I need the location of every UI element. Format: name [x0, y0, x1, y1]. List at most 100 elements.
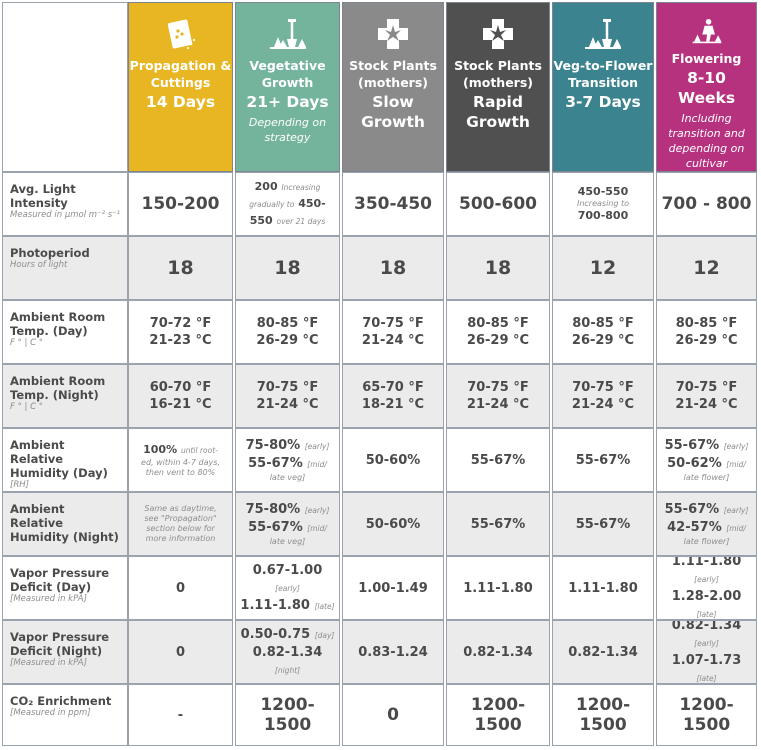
value-cell-flowering: 55-67% [early] 50-62% [mid/late flower]	[656, 428, 757, 492]
value-cell-transition: 70-75 °F 21-24 °C	[552, 364, 654, 428]
range-note-line: late flower]	[683, 473, 730, 482]
value-cell-transition: 55-67%	[552, 428, 654, 492]
column-header-mothers-slow: Stock Plants (mothers) Slow Growth	[342, 2, 444, 172]
row-title: Ambient Relative Humidity (Night)	[10, 502, 119, 544]
value-cell-flowering: 70-75 °F 21-24 °C	[656, 364, 757, 428]
column-title: Stock Plants (mothers)	[454, 58, 542, 90]
light-start: 200	[254, 179, 278, 193]
row-subtitle: F ° | C °	[10, 402, 43, 412]
temp-fahrenheit: 65-70 °F	[362, 380, 424, 395]
vpd-value: 0.82-1.34	[252, 644, 323, 660]
column-duration: Slow Growth	[361, 93, 425, 131]
vpd-value: 1.11-1.80	[240, 597, 310, 613]
value-text: 0	[387, 705, 399, 725]
vpd-value: 0.67-1.00	[252, 562, 323, 578]
humidity-value: 100%	[143, 442, 178, 456]
column-duration: 21+ Days	[246, 93, 329, 111]
value-text: 150-200	[141, 194, 220, 214]
value-cell-mothers-rapid: 1200-1500	[446, 684, 550, 746]
row-title: Ambient Room Temp. (Night)	[10, 374, 106, 402]
value-text: 1.00-1.49	[358, 580, 428, 596]
value-text: 55-67%	[470, 452, 526, 468]
value-text: 0.83-1.24	[358, 644, 428, 660]
vpd-line-1: 1.11-1.80 [early]	[661, 557, 752, 588]
value-text: 0.82-1.34	[463, 644, 533, 660]
value-cell-transition: 1200-1500	[552, 684, 654, 746]
value-cell-mothers-rapid: 500-600	[446, 172, 550, 236]
range-value: 75-80%	[245, 438, 301, 453]
vpd-line-2: 1.28-2.00 [late]	[661, 588, 752, 619]
range-line-2: 50-62% [mid/	[667, 455, 746, 473]
row-title: Vapor Pressure Deficit (Day)	[10, 566, 110, 594]
vpd-note: [early]	[694, 639, 719, 648]
value-cell-mothers-slow: 18	[342, 236, 444, 300]
value-cell-flowering: 700 - 800	[656, 172, 757, 236]
value-number: 18	[274, 257, 301, 279]
temp-fahrenheit: 70-75 °F	[362, 316, 424, 331]
temp-celsius: 26-29 °C	[466, 333, 530, 348]
value-text: 0.82-1.34	[568, 644, 638, 660]
value-text: 350-450	[353, 194, 433, 214]
value-cell-vegetative: 1200-1500	[235, 684, 340, 746]
column-header-mothers-rapid: Stock Plants (mothers) Rapid Growth	[446, 2, 550, 172]
value-text: 1200-1500	[575, 695, 631, 735]
value-text: 55-67%	[575, 516, 631, 532]
value-cell-flowering: 1200-1500	[656, 684, 757, 746]
temp-fahrenheit: 70-72 °F	[149, 316, 212, 331]
value-cell-propagation: 18	[128, 236, 233, 300]
note-line: see "Propagation"	[144, 514, 217, 523]
value-cell-transition: 0.82-1.34	[552, 620, 654, 684]
value-text: 55-67%	[575, 452, 631, 468]
shovel-plants-icon	[585, 19, 621, 49]
value-cell-mothers-slow: 0	[342, 684, 444, 746]
range-line-2: 55-67% [mid/	[248, 455, 327, 473]
value-cell-vegetative: 200 Increasing gradually to 450-550 over…	[235, 172, 340, 236]
value-cell-flowering: 0.82-1.34 [early] 1.07-1.73 [late]	[656, 620, 757, 684]
row-label: Avg. Light Intensity Measured in μmol m⁻²…	[2, 172, 128, 236]
range-line-2: 55-67% [mid/	[248, 519, 327, 537]
range-value: 55-67%	[664, 502, 720, 517]
note-line: more information	[145, 534, 216, 543]
value-cell-mothers-slow: 65-70 °F 18-21 °C	[342, 364, 444, 428]
value-cell-mothers-slow: 0.83-1.24	[342, 620, 444, 684]
column-duration: 14 Days	[145, 93, 216, 111]
range-line-1: 55-67% [early]	[665, 437, 749, 455]
range-value: 42-57%	[667, 520, 722, 535]
value-text: -	[177, 707, 184, 723]
row-subtitle: Measured in μmol m⁻² s⁻¹	[10, 210, 121, 220]
value-text: 0	[175, 644, 186, 660]
value-text: 1.11-1.80	[463, 580, 533, 596]
note-line: section below for	[146, 524, 215, 533]
value-cell-transition: 55-67%	[552, 492, 654, 556]
value-cell-propagation: 100% until root-ed, within 4-7 days, then…	[128, 428, 233, 492]
range-note: [mid/	[726, 460, 746, 469]
row-label: Ambient Relative Humidity (Night)	[2, 492, 128, 556]
column-title: Vegetative Growth	[249, 58, 326, 90]
gardener-icon	[692, 18, 721, 44]
value-cell-transition: 450-550 Increasing to 700-800	[552, 172, 654, 236]
value-number: 18	[484, 257, 512, 279]
range-note: [mid/	[307, 524, 327, 533]
value-cell-transition: 80-85 °F 26-29 °C	[552, 300, 654, 364]
value-cell-mothers-rapid: 80-85 °F 26-29 °C	[446, 300, 550, 364]
column-duration: 8-10 Weeks	[677, 69, 736, 107]
temp-fahrenheit: 70-75 °F	[675, 380, 738, 395]
value-cell-mothers-rapid: 0.82-1.34	[446, 620, 550, 684]
column-note: Depending on strategy	[248, 116, 327, 144]
temp-celsius: 26-29 °C	[675, 333, 738, 348]
value-cell-vegetative: 75-80% [early] 55-67% [mid/late veg]	[235, 492, 340, 556]
column-title: Veg-to-Flower Transition	[553, 58, 653, 90]
range-line-1: 75-80% [early]	[246, 501, 330, 519]
value-number: 18	[379, 257, 407, 279]
range-line-1: 55-67% [early]	[665, 501, 749, 519]
range-value: 55-67%	[248, 520, 303, 535]
row-subtitle: [RH]	[10, 480, 29, 490]
light-note: Increasing to	[576, 199, 630, 208]
value-cell-propagation: -	[128, 684, 233, 746]
humidity-propagation: 100% until root-	[143, 443, 218, 458]
value-cell-vegetative: 0.67-1.00 [early] 1.11-1.80 [late]	[235, 556, 340, 620]
row-title: Photoperiod	[10, 246, 90, 260]
row-subtitle: [Measured in ppm]	[10, 708, 91, 718]
value-cell-mothers-rapid: 55-67%	[446, 492, 550, 556]
range-value: 75-80%	[245, 502, 301, 517]
